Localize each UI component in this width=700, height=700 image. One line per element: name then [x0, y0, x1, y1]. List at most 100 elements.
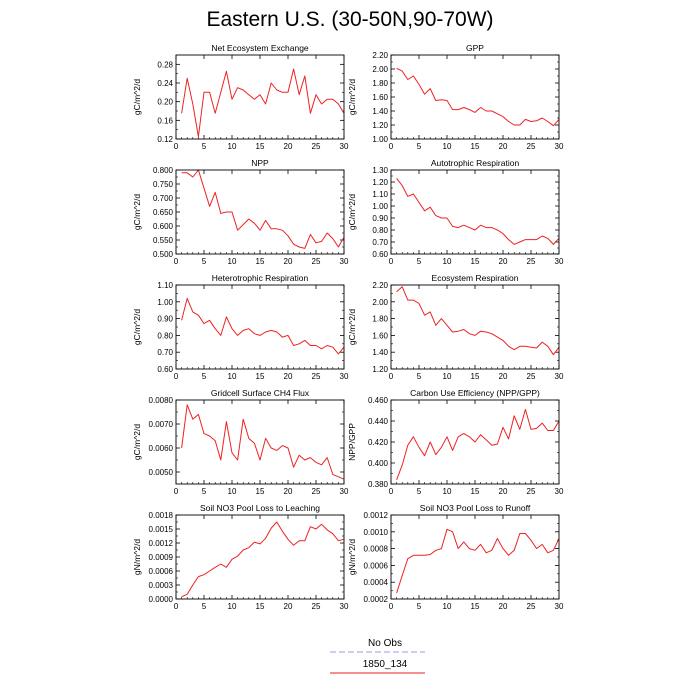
- ytick-label-gridcell-surface-ch4-flux-3: 0.0080: [149, 396, 174, 405]
- ytick-label-carbon-use-efficiency-npp-gpp-4: 0.460: [368, 396, 389, 405]
- ytick-label-autotrophic-respiration-3: 0.90: [372, 214, 388, 223]
- ytick-label-gpp-5: 2.00: [372, 65, 388, 74]
- xtick-label-autotrophic-respiration-6: 30: [555, 257, 564, 266]
- ytick-label-autotrophic-respiration-4: 1.00: [372, 202, 388, 211]
- panel-frame-gridcell-surface-ch4-flux: [175, 399, 345, 485]
- xtick-label-gridcell-surface-ch4-flux-0: 0: [174, 487, 179, 496]
- panel-frame-autotrophic-respiration: [390, 169, 560, 255]
- xtick-label-soil-no3-pool-loss-to-leaching-1: 5: [202, 602, 207, 611]
- xtick-label-gpp-2: 10: [443, 142, 452, 151]
- ytick-label-gridcell-surface-ch4-flux-2: 0.0070: [149, 420, 174, 429]
- ytick-label-carbon-use-efficiency-npp-gpp-0: 0.380: [368, 480, 389, 489]
- xtick-label-ecosystem-respiration-6: 30: [555, 372, 564, 381]
- xtick-label-soil-no3-pool-loss-to-leaching-6: 30: [340, 602, 349, 611]
- xtick-label-ecosystem-respiration-0: 0: [389, 372, 394, 381]
- xtick-label-npp-6: 30: [340, 257, 349, 266]
- ytick-label-heterotrophic-respiration-0: 0.60: [157, 365, 173, 374]
- xtick-label-soil-no3-pool-loss-to-runoff-2: 10: [443, 602, 452, 611]
- panel-ylabel-heterotrophic-respiration: gC/m^2/d: [132, 309, 142, 345]
- xtick-label-heterotrophic-respiration-1: 5: [202, 372, 207, 381]
- ytick-label-net-ecosystem-exchange-2: 0.20: [157, 98, 173, 107]
- ytick-label-soil-no3-pool-loss-to-runoff-1: 0.0004: [364, 578, 389, 587]
- xtick-label-npp-0: 0: [174, 257, 179, 266]
- panel-title-net-ecosystem-exchange: Net Ecosystem Exchange: [211, 43, 309, 53]
- series-line-autotrophic-respiration-0: [396, 178, 560, 245]
- xtick-label-ecosystem-respiration-2: 10: [443, 372, 452, 381]
- ytick-label-soil-no3-pool-loss-to-runoff-0: 0.0002: [364, 595, 389, 604]
- panel-title-ecosystem-respiration: Ecosystem Respiration: [432, 273, 519, 283]
- ytick-label-autotrophic-respiration-6: 1.20: [372, 178, 388, 187]
- xtick-label-soil-no3-pool-loss-to-runoff-0: 0: [389, 602, 394, 611]
- xtick-label-gridcell-surface-ch4-flux-5: 25: [312, 487, 321, 496]
- xtick-label-heterotrophic-respiration-5: 25: [312, 372, 321, 381]
- ytick-label-net-ecosystem-exchange-0: 0.12: [157, 135, 173, 144]
- ytick-label-soil-no3-pool-loss-to-leaching-6: 0.0018: [149, 511, 174, 520]
- xtick-label-gpp-4: 20: [499, 142, 508, 151]
- panel-ylabel-ecosystem-respiration: gC/m^2/d: [347, 309, 357, 345]
- xtick-label-autotrophic-respiration-1: 5: [417, 257, 422, 266]
- legend-label-1850-134: 1850_134: [362, 659, 408, 670]
- xtick-label-carbon-use-efficiency-npp-gpp-4: 20: [499, 487, 508, 496]
- ytick-label-gridcell-surface-ch4-flux-1: 0.0060: [149, 444, 174, 453]
- xtick-label-carbon-use-efficiency-npp-gpp-3: 15: [471, 487, 480, 496]
- series-line-soil-no3-pool-loss-to-leaching-0: [181, 521, 345, 598]
- xtick-label-gpp-6: 30: [555, 142, 564, 151]
- xtick-label-npp-1: 5: [202, 257, 207, 266]
- xtick-label-soil-no3-pool-loss-to-leaching-2: 10: [228, 602, 237, 611]
- panel-frame-ecosystem-respiration: [390, 284, 560, 370]
- ytick-label-npp-5: 0.750: [153, 180, 174, 189]
- ytick-label-ecosystem-respiration-1: 1.40: [372, 348, 388, 357]
- panel-frame-gpp: [390, 54, 560, 140]
- xtick-label-gridcell-surface-ch4-flux-6: 30: [340, 487, 349, 496]
- series-line-carbon-use-efficiency-npp-gpp-0: [396, 408, 560, 480]
- xtick-label-npp-4: 20: [284, 257, 293, 266]
- panel-frame-carbon-use-efficiency-npp-gpp: [390, 399, 560, 485]
- ytick-label-heterotrophic-respiration-4: 1.00: [157, 298, 173, 307]
- xtick-label-carbon-use-efficiency-npp-gpp-5: 25: [527, 487, 536, 496]
- ytick-label-gpp-0: 1.00: [372, 135, 388, 144]
- ytick-label-gpp-1: 1.20: [372, 121, 388, 130]
- ytick-label-npp-2: 0.600: [153, 222, 174, 231]
- ytick-label-soil-no3-pool-loss-to-leaching-3: 0.0009: [149, 553, 174, 562]
- xtick-label-soil-no3-pool-loss-to-runoff-4: 20: [499, 602, 508, 611]
- xtick-label-soil-no3-pool-loss-to-leaching-3: 15: [256, 602, 265, 611]
- xtick-label-soil-no3-pool-loss-to-runoff-6: 30: [555, 602, 564, 611]
- ytick-label-ecosystem-respiration-5: 2.20: [372, 281, 388, 290]
- panel-title-heterotrophic-respiration: Heterotrophic Respiration: [212, 273, 309, 283]
- xtick-label-soil-no3-pool-loss-to-leaching-5: 25: [312, 602, 321, 611]
- xtick-label-heterotrophic-respiration-4: 20: [284, 372, 293, 381]
- xtick-label-net-ecosystem-exchange-3: 15: [256, 142, 265, 151]
- xtick-label-npp-3: 15: [256, 257, 265, 266]
- ytick-label-net-ecosystem-exchange-3: 0.24: [157, 79, 173, 88]
- panel-ylabel-gridcell-surface-ch4-flux: gC/m^2/d: [132, 424, 142, 460]
- ytick-label-gpp-4: 1.80: [372, 79, 388, 88]
- xtick-label-heterotrophic-respiration-0: 0: [174, 372, 179, 381]
- panel-title-gpp: GPP: [466, 43, 484, 53]
- panel-ylabel-soil-no3-pool-loss-to-runoff: gN/m^2/d: [347, 539, 357, 575]
- series-line-net-ecosystem-exchange-0: [181, 68, 345, 138]
- xtick-label-npp-2: 10: [228, 257, 237, 266]
- ytick-label-gpp-2: 1.40: [372, 107, 388, 116]
- ytick-label-soil-no3-pool-loss-to-runoff-5: 0.0012: [364, 511, 389, 520]
- ytick-label-soil-no3-pool-loss-to-leaching-4: 0.0012: [149, 539, 174, 548]
- ytick-label-carbon-use-efficiency-npp-gpp-1: 0.400: [368, 459, 389, 468]
- xtick-label-net-ecosystem-exchange-5: 25: [312, 142, 321, 151]
- ytick-label-autotrophic-respiration-1: 0.70: [372, 238, 388, 247]
- ytick-label-ecosystem-respiration-4: 2.00: [372, 298, 388, 307]
- panel-ylabel-net-ecosystem-exchange: gC/m^2/d: [132, 79, 142, 115]
- xtick-label-autotrophic-respiration-3: 15: [471, 257, 480, 266]
- legend-label-no-obs: No Obs: [368, 638, 402, 649]
- ytick-label-gpp-3: 1.60: [372, 93, 388, 102]
- panel-title-carbon-use-efficiency-npp-gpp: Carbon Use Efficiency (NPP/GPP): [410, 388, 540, 398]
- xtick-label-autotrophic-respiration-0: 0: [389, 257, 394, 266]
- ytick-label-soil-no3-pool-loss-to-leaching-1: 0.0003: [149, 581, 174, 590]
- ytick-label-net-ecosystem-exchange-4: 0.28: [157, 60, 173, 69]
- ytick-label-ecosystem-respiration-3: 1.80: [372, 315, 388, 324]
- panel-title-gridcell-surface-ch4-flux: Gridcell Surface CH4 Flux: [211, 388, 310, 398]
- ytick-label-gpp-6: 2.20: [372, 51, 388, 60]
- series-line-ecosystem-respiration-0: [396, 286, 560, 356]
- panel-title-soil-no3-pool-loss-to-runoff: Soil NO3 Pool Loss to Runoff: [420, 503, 531, 513]
- series-line-gpp-0: [396, 67, 560, 127]
- xtick-label-gpp-0: 0: [389, 142, 394, 151]
